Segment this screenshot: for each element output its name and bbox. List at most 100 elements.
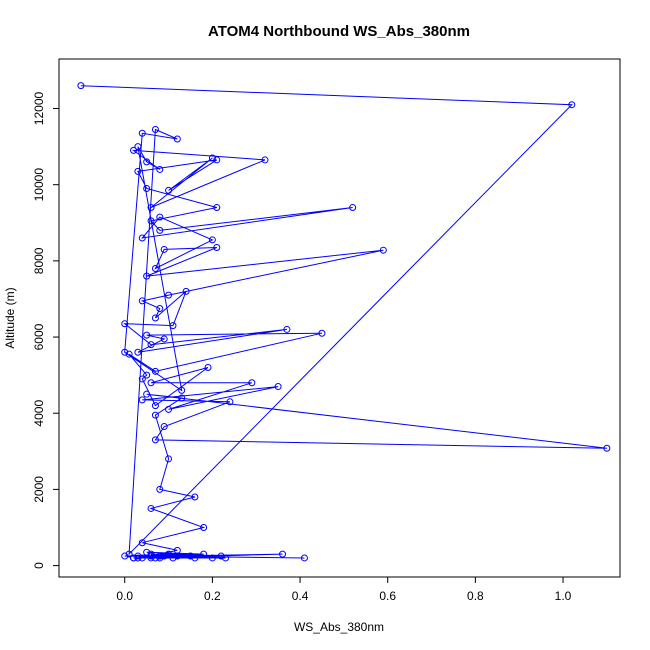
data-point — [217, 552, 225, 560]
data-point — [147, 552, 155, 560]
data-point — [191, 554, 199, 562]
y-tick-label: 12000 — [32, 92, 46, 126]
data-point — [134, 552, 142, 560]
data-point — [138, 297, 146, 305]
data-point — [318, 329, 326, 337]
data-point — [165, 186, 173, 194]
data-point — [151, 314, 159, 322]
data-point — [248, 379, 256, 387]
data-point — [283, 325, 291, 333]
data-point — [160, 245, 168, 253]
x-tick-label: 1.0 — [555, 589, 572, 603]
data-point — [160, 335, 168, 343]
data-point — [147, 550, 155, 558]
data-point — [156, 226, 164, 234]
data-point — [226, 398, 234, 406]
series-layer — [77, 82, 611, 562]
data-point — [156, 554, 164, 562]
data-point — [274, 383, 282, 391]
data-point — [151, 367, 159, 375]
data-point — [213, 204, 221, 212]
data-point — [156, 165, 164, 173]
data-point — [213, 156, 221, 164]
data-point — [134, 554, 142, 562]
y-axis: 0 2000 4000 6000 8000 10000 12000 — [32, 92, 59, 569]
data-point — [151, 411, 159, 419]
data-point — [134, 143, 142, 151]
x-axis-label: WS_Abs_380nm — [294, 620, 384, 634]
data-point — [261, 156, 269, 164]
data-point — [156, 485, 164, 493]
data-point — [208, 554, 216, 562]
data-point — [173, 552, 181, 560]
data-point — [222, 554, 230, 562]
data-point — [603, 444, 611, 452]
data-point — [200, 550, 208, 558]
data-point — [125, 550, 133, 558]
data-point — [143, 371, 151, 379]
y-tick-label: 2000 — [32, 476, 46, 503]
data-point — [568, 101, 576, 109]
data-point — [77, 82, 85, 90]
data-point — [208, 154, 216, 162]
y-tick-label: 6000 — [32, 323, 46, 350]
data-point — [151, 402, 159, 410]
data-point — [300, 554, 308, 562]
chart-title: ATOM4 Northbound WS_Abs_380nm — [208, 23, 470, 40]
y-tick-label: 0 — [32, 562, 46, 569]
data-point — [160, 423, 168, 431]
data-point — [160, 552, 168, 560]
data-point — [169, 554, 177, 562]
y-axis-label: Altitude (m) — [3, 287, 17, 348]
data-point — [143, 548, 151, 556]
data-point — [130, 146, 138, 154]
data-point — [156, 304, 164, 312]
plot-frame — [58, 58, 621, 578]
data-point — [121, 320, 129, 328]
data-point — [147, 341, 155, 349]
y-tick-label: 4000 — [32, 400, 46, 427]
data-point — [151, 125, 159, 133]
x-tick-label: 0.4 — [292, 589, 309, 603]
y-tick-label: 8000 — [32, 247, 46, 274]
data-point — [204, 364, 212, 372]
data-point — [143, 185, 151, 192]
data-point — [134, 167, 142, 175]
data-point — [208, 236, 216, 244]
data-point — [143, 158, 151, 166]
x-tick-label: 0.6 — [379, 589, 396, 603]
data-point — [200, 523, 208, 531]
data-point — [130, 554, 138, 562]
data-point — [138, 539, 146, 547]
data-point — [165, 291, 173, 299]
data-point — [138, 234, 146, 242]
data-point — [151, 264, 159, 272]
data-point — [125, 350, 133, 358]
data-point — [156, 213, 164, 221]
data-point — [349, 204, 357, 212]
x-tick-label: 0.0 — [116, 589, 133, 603]
data-point — [147, 554, 155, 562]
data-point — [138, 129, 146, 137]
data-point — [178, 386, 186, 394]
data-point — [147, 504, 155, 512]
data-point — [151, 554, 159, 562]
data-point — [147, 204, 155, 212]
data-point — [138, 554, 146, 562]
data-point — [138, 375, 146, 383]
data-point — [186, 552, 194, 560]
x-tick-label: 0.2 — [204, 589, 221, 603]
data-point — [191, 493, 199, 501]
data-point — [173, 135, 181, 143]
data-point — [121, 348, 129, 356]
x-axis: 0.0 0.2 0.4 0.6 0.8 1.0 — [116, 577, 572, 603]
data-point — [143, 272, 151, 280]
data-point — [182, 287, 190, 295]
data-point — [143, 331, 151, 339]
data-point — [178, 394, 186, 402]
data-point — [156, 552, 164, 560]
data-point — [165, 405, 173, 413]
data-point — [169, 322, 177, 330]
